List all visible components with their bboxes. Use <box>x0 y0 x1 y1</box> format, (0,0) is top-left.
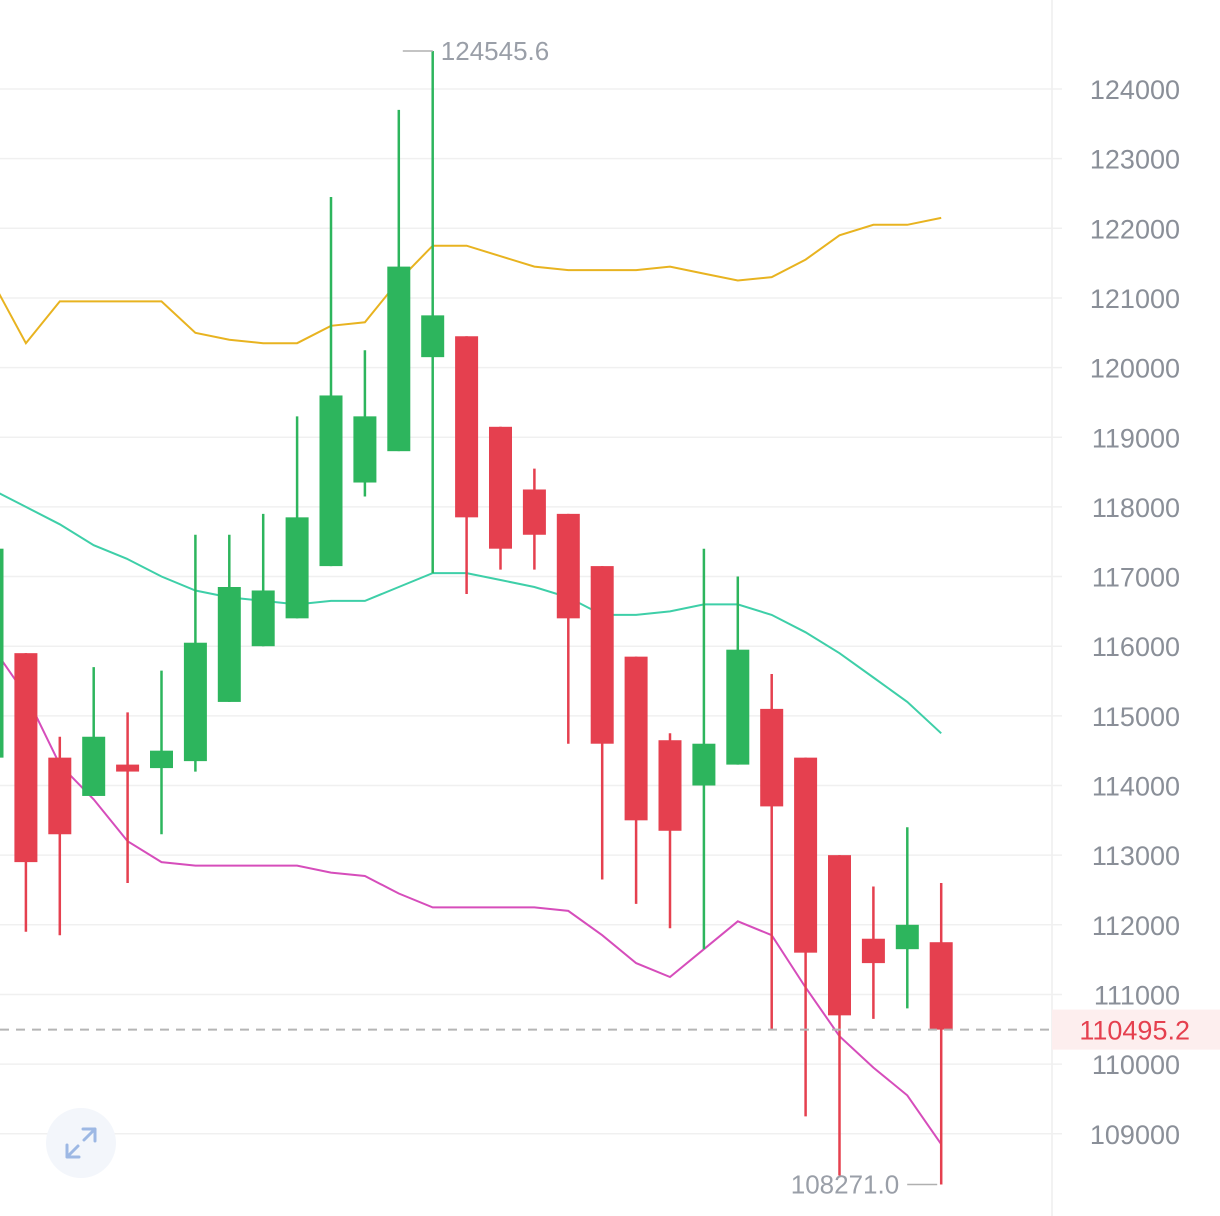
bollinger-upper-line <box>0 216 942 345</box>
candle-body-up <box>285 517 309 619</box>
candle-body-up <box>82 736 106 796</box>
candle-body-down <box>658 740 682 831</box>
candle-body-up <box>217 586 241 702</box>
y-tick-label: 116000 <box>1092 632 1180 662</box>
bollinger-middle-line <box>0 492 942 735</box>
candle-body-up <box>319 395 343 567</box>
candle-body-down <box>794 757 818 953</box>
y-tick-label: 112000 <box>1092 911 1180 941</box>
candle-body-down <box>48 757 72 835</box>
y-tick-label: 123000 <box>1090 145 1180 175</box>
expand-chart-button[interactable] <box>46 1108 116 1178</box>
last-price-label-bg <box>1052 1009 1220 1050</box>
candle-body-up <box>387 266 411 452</box>
candle-body-up <box>895 924 919 950</box>
y-tick-label: 117000 <box>1092 563 1180 593</box>
candle-body-up <box>353 416 377 483</box>
candle-body-down <box>861 938 885 964</box>
candle-body-up <box>0 548 4 758</box>
candle-body-down <box>116 764 140 772</box>
candle-body-down <box>556 513 580 619</box>
last-price-label: 110495.2 <box>1079 1016 1190 1046</box>
y-tick-label: 109000 <box>1090 1120 1180 1150</box>
high-price-label: 124545.6 <box>441 36 549 66</box>
bollinger-lower-line <box>0 655 943 1145</box>
y-tick-label: 115000 <box>1092 702 1180 732</box>
candle-body-down <box>14 653 38 863</box>
y-tick-label: 113000 <box>1092 841 1180 871</box>
y-tick-label: 124000 <box>1090 75 1180 105</box>
candle-body-up <box>692 743 716 786</box>
y-tick-label: 110000 <box>1092 1050 1180 1080</box>
low-price-label: 108271.0 <box>791 1170 899 1200</box>
candle-body-up <box>183 642 207 762</box>
candle-body-down <box>489 426 512 549</box>
y-tick-label: 121000 <box>1090 284 1180 314</box>
y-tick-label: 119000 <box>1092 423 1180 453</box>
y-tick-label: 111000 <box>1094 980 1180 1010</box>
candle-body-down <box>455 336 479 518</box>
y-tick-label: 114000 <box>1092 772 1180 802</box>
candle-body-up <box>150 750 173 769</box>
candle-body-down <box>828 855 851 1016</box>
candle-body-down <box>624 656 648 821</box>
expand-arrows-icon <box>65 1127 97 1159</box>
candle-body-up <box>726 649 750 765</box>
candle-body-down <box>522 489 546 535</box>
candle-body-down <box>929 942 953 1030</box>
candle-body-up <box>251 590 275 647</box>
candle-body-down <box>590 566 614 744</box>
y-tick-label: 118000 <box>1092 493 1180 523</box>
y-tick-label: 120000 <box>1090 354 1180 384</box>
candle-body-down <box>760 708 784 807</box>
candle-body-up <box>421 315 445 358</box>
y-tick-label: 122000 <box>1090 214 1180 244</box>
